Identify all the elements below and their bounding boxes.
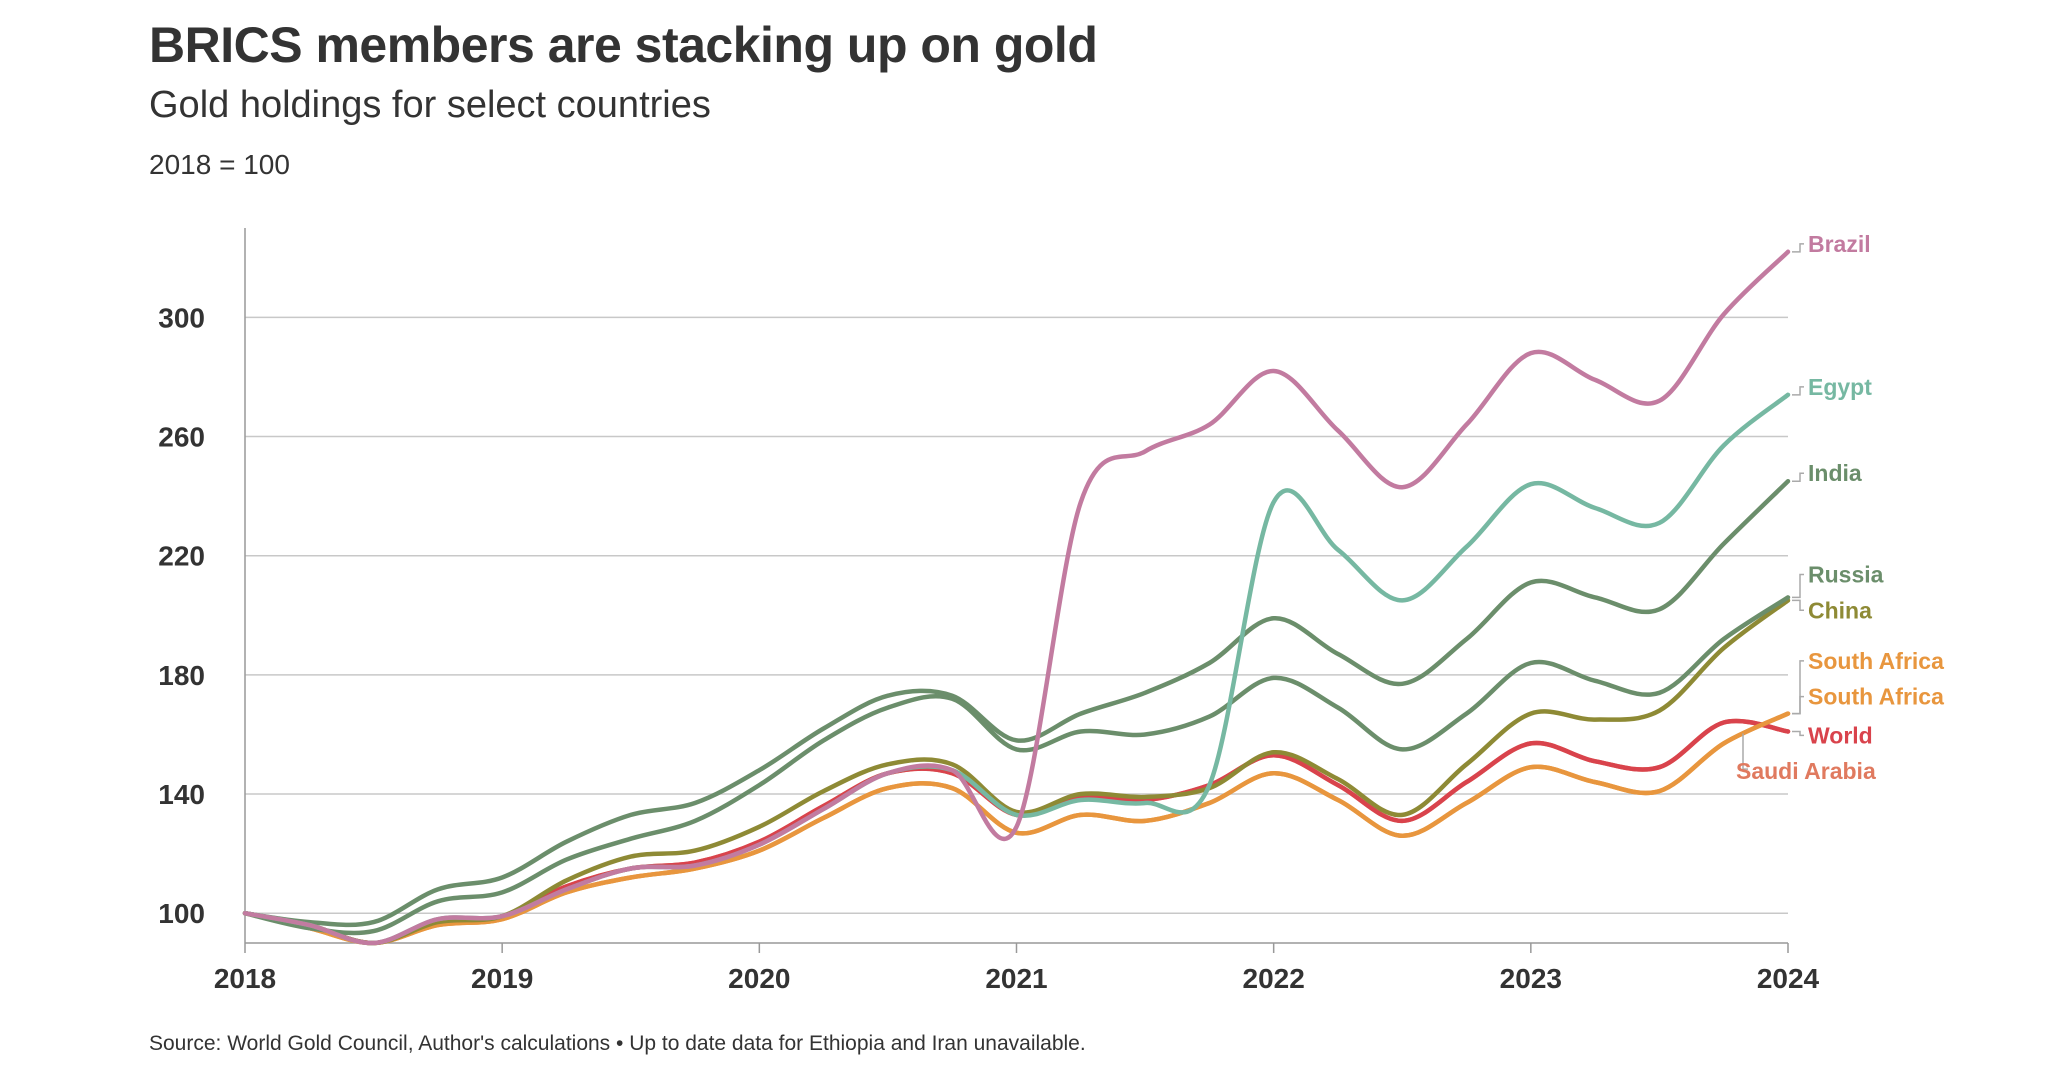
- y-tick-label: 220: [158, 541, 205, 572]
- x-tick-label: 2024: [1757, 963, 1820, 994]
- series-labels: Brazil Egypt India Russia China South Africa S…: [1736, 231, 1944, 784]
- series-line-india: [242, 478, 1791, 928]
- series-lines: [242, 249, 1791, 946]
- chart-title: BRICS members are stacking up on gold: [149, 17, 1098, 73]
- y-tick-label: 260: [158, 422, 205, 453]
- series-line-egypt: [242, 392, 1791, 946]
- series-label: Egypt: [1808, 374, 1872, 400]
- series-line-russia: [242, 595, 1791, 936]
- series-label: India: [1808, 460, 1862, 486]
- series-label: Saudi Arabia: [1736, 758, 1876, 784]
- leader-line: [1792, 599, 1804, 612]
- x-tick-label: 2020: [728, 963, 790, 994]
- leader-line: [1792, 386, 1804, 396]
- series-line-south-africa: [242, 711, 1791, 946]
- leader-line: [1792, 243, 1804, 253]
- leader-line: [1742, 733, 1748, 770]
- index-note: 2018 = 100: [149, 149, 290, 180]
- x-tick-label: 2021: [985, 963, 1047, 994]
- series-label: South Africa: [1808, 648, 1944, 674]
- series-label: World: [1808, 722, 1873, 748]
- leader-line: [1792, 730, 1804, 737]
- series-line-brazil: [242, 249, 1791, 946]
- series-label: South Africa: [1808, 684, 1944, 710]
- source-note: Source: World Gold Council, Author's cal…: [149, 1032, 1086, 1055]
- leader-line: [1792, 695, 1804, 715]
- y-tick-label: 180: [158, 660, 205, 691]
- series-label: China: [1808, 597, 1872, 623]
- axes: 100 140 180 220 260 300 2018 2019 2020 2021 2022 20…: [158, 228, 1820, 994]
- leader-line: [1792, 472, 1804, 482]
- x-tick-label: 2023: [1500, 963, 1562, 994]
- series-label: Russia: [1808, 562, 1884, 588]
- x-tick-label: 2018: [214, 963, 276, 994]
- y-tick-label: 100: [158, 898, 205, 929]
- leader-line: [1792, 660, 1804, 715]
- x-tick-label: 2019: [471, 963, 533, 994]
- gridlines: [245, 316, 1788, 914]
- y-tick-label: 300: [158, 302, 205, 333]
- series-label: Brazil: [1808, 231, 1871, 257]
- chart-subtitle: Gold holdings for select countries: [149, 84, 711, 126]
- y-tick-label: 140: [158, 779, 205, 810]
- x-tick-label: 2022: [1243, 963, 1305, 994]
- leader-line: [1792, 573, 1804, 599]
